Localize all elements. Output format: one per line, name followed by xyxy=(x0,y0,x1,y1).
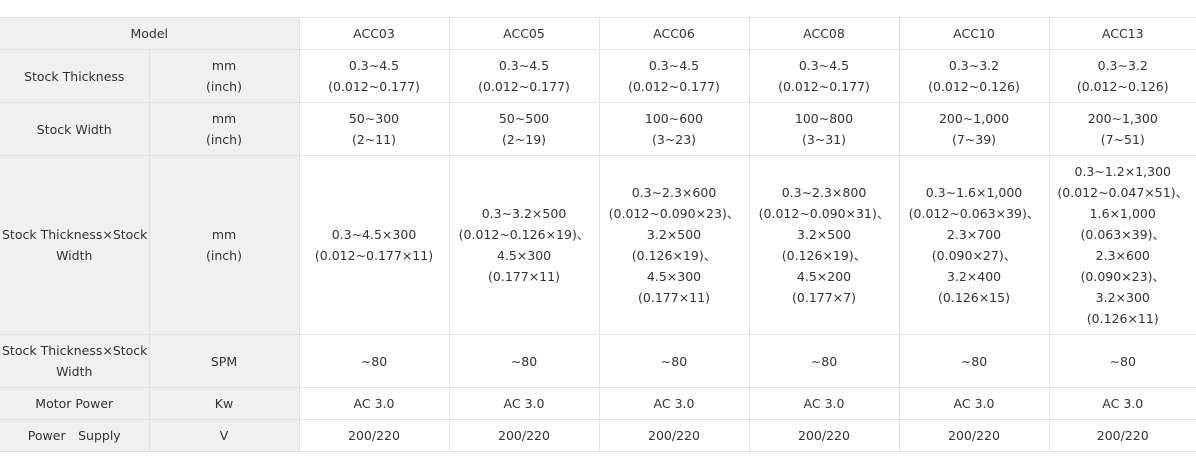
spec-cell: AC 3.0 xyxy=(449,387,600,420)
spec-cell: 0.3∼2.3×600 (0.012~0.090×23)、 3.2×500 (0… xyxy=(599,155,750,335)
spec-cell: 0.3∼3.2 (0.012~0.126) xyxy=(899,49,1050,103)
spec-cell: 0.3∼3.2×500 (0.012~0.126×19)、 4.5×300 (0… xyxy=(449,155,600,335)
spec-cell: AC 3.0 xyxy=(899,387,1050,420)
model-name: ACC05 xyxy=(449,17,600,50)
model-name: ACC08 xyxy=(749,17,900,50)
spec-cell: 0.3∼4.5 (0.012~0.177) xyxy=(299,49,450,103)
spec-cell: 50∼300 (2~11) xyxy=(299,102,450,156)
spec-cell: AC 3.0 xyxy=(749,387,900,420)
spec-cell: 200/220 xyxy=(449,419,600,452)
model-name: ACC13 xyxy=(1049,17,1196,50)
spec-cell: 0.3∼4.5×300 (0.012~0.177×11) xyxy=(299,155,450,335)
row-unit: mm (inch) xyxy=(149,155,300,335)
row-label: Stock Thickness×Stock Width xyxy=(0,155,150,335)
spec-cell: ∼80 xyxy=(449,334,600,388)
spec-cell: ∼80 xyxy=(1049,334,1196,388)
table-row: Stock Thickness×Stock Width SPM ∼80 ∼80 … xyxy=(0,334,1196,388)
spec-cell: 100∼800 (3~31) xyxy=(749,102,900,156)
row-label: Stock Width xyxy=(0,102,150,156)
spec-cell: AC 3.0 xyxy=(299,387,450,420)
spec-cell: 0.3∼3.2 (0.012~0.126) xyxy=(1049,49,1196,103)
spec-cell: 200/220 xyxy=(749,419,900,452)
row-unit: mm (inch) xyxy=(149,102,300,156)
spec-cell: 50∼500 (2~19) xyxy=(449,102,600,156)
table-row: Stock Thickness×Stock Width mm (inch) 0.… xyxy=(0,155,1196,335)
table-row: Stock Width mm (inch) 50∼300 (2~11) 50∼50… xyxy=(0,102,1196,156)
spec-cell: ∼80 xyxy=(599,334,750,388)
table-row: Stock Thickness mm (inch) 0.3∼4.5 (0.012~… xyxy=(0,49,1196,103)
header-row: Model ACC03 ACC05 ACC06 ACC08 ACC10 ACC1… xyxy=(0,17,1196,50)
row-unit: mm (inch) xyxy=(149,49,300,103)
spec-cell: 0.3∼4.5 (0.012~0.177) xyxy=(599,49,750,103)
spec-cell: 200/220 xyxy=(299,419,450,452)
row-label: Stock Thickness×Stock Width xyxy=(0,334,150,388)
spec-cell: 200∼1,300 (7~51) xyxy=(1049,102,1196,156)
model-header: Model xyxy=(0,17,300,50)
row-unit: SPM xyxy=(149,334,300,388)
spec-cell: 200∼1,000 (7~39) xyxy=(899,102,1050,156)
spec-cell: ∼80 xyxy=(299,334,450,388)
row-unit: V xyxy=(149,419,300,452)
row-unit: Kw xyxy=(149,387,300,420)
spec-cell: 200/220 xyxy=(599,419,750,452)
spec-cell: 0.3∼1.2×1,300 (0.012~0.047×51)、 1.6×1,00… xyxy=(1049,155,1196,335)
spec-cell: 0.3∼4.5 (0.012~0.177) xyxy=(749,49,900,103)
table-row: Power Supply V 200/220 200/220 200/220 2… xyxy=(0,419,1196,452)
row-label: Power Supply xyxy=(0,419,150,452)
model-name: ACC10 xyxy=(899,17,1050,50)
row-label: Stock Thickness xyxy=(0,49,150,103)
spec-cell: 100∼600 (3~23) xyxy=(599,102,750,156)
model-name: ACC03 xyxy=(299,17,450,50)
spec-cell: 0.3∼4.5 (0.012~0.177) xyxy=(449,49,600,103)
table-row: Motor Power Kw AC 3.0 AC 3.0 AC 3.0 AC 3… xyxy=(0,387,1196,420)
spec-cell: 0.3∼1.6×1,000 (0.012~0.063×39)、 2.3×700 … xyxy=(899,155,1050,335)
spec-cell: ∼80 xyxy=(749,334,900,388)
spec-table: Model ACC03 ACC05 ACC06 ACC08 ACC10 ACC1… xyxy=(0,17,1196,452)
row-label: Motor Power xyxy=(0,387,150,420)
spec-cell: 200/220 xyxy=(899,419,1050,452)
spec-cell: 0.3∼2.3×800 (0.012~0.090×31)、 3.2×500 (0… xyxy=(749,155,900,335)
model-name: ACC06 xyxy=(599,17,750,50)
spec-cell: ∼80 xyxy=(899,334,1050,388)
spec-cell: AC 3.0 xyxy=(1049,387,1196,420)
spec-cell: 200/220 xyxy=(1049,419,1196,452)
spec-cell: AC 3.0 xyxy=(599,387,750,420)
